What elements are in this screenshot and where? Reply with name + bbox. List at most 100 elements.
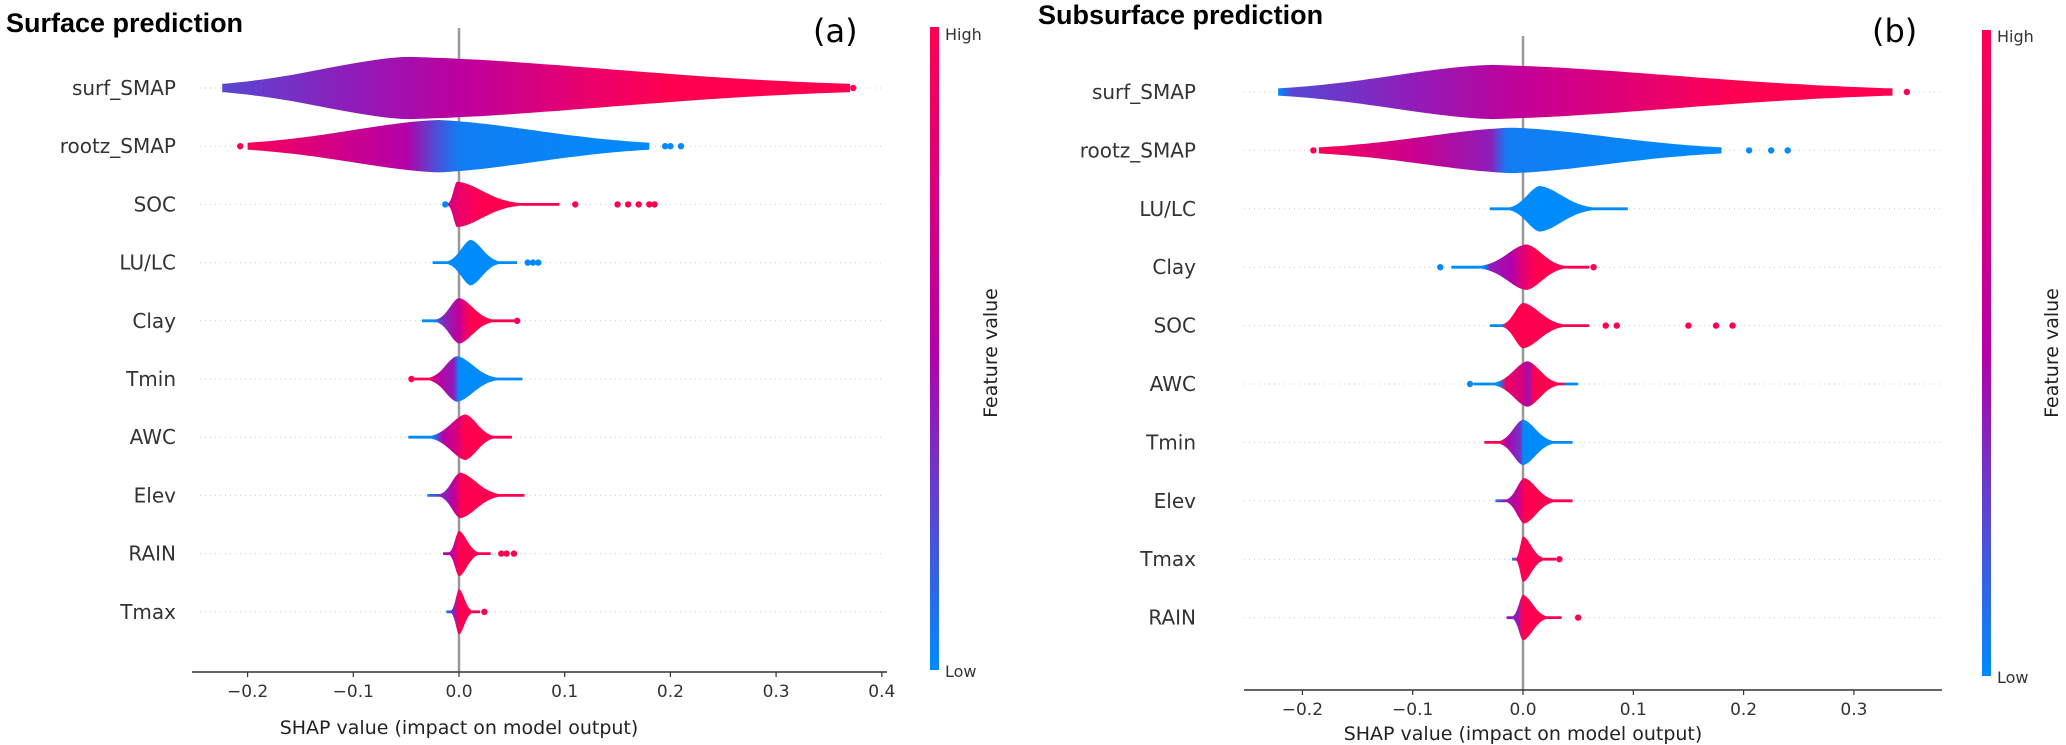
outlier-point: [850, 84, 857, 92]
violin-shape: [222, 56, 851, 120]
violin-shape: [446, 589, 481, 635]
feature-label: RAIN: [128, 542, 176, 566]
violin-shape: [443, 530, 491, 577]
plot-area: surf_SMAP rootz_SMAP LU/LC Clay SOC AWC Tmin El…: [1080, 36, 1942, 720]
violin-shape: [411, 356, 523, 402]
feature-label: Elev: [1154, 489, 1196, 513]
violin-shape: [1318, 127, 1722, 174]
feature-label: Clay: [1152, 255, 1196, 279]
feature-label: Elev: [134, 483, 176, 507]
feature-row: LU/LC: [1139, 186, 1628, 232]
panel-title: Surface prediction: [6, 8, 243, 38]
feature-row: surf_SMAP: [72, 56, 857, 120]
outlier-point: [535, 259, 542, 266]
violin-shape: [1473, 361, 1579, 407]
violin-shape: [408, 414, 512, 460]
x-axis-label: SHAP value (impact on model output): [280, 717, 639, 739]
outlier-point: [237, 143, 244, 150]
outlier-point: [1613, 322, 1620, 329]
outlier-point: [661, 143, 669, 150]
outlier-point: [667, 143, 674, 150]
feature-row: rootz_SMAP: [1080, 127, 1791, 174]
panel-surface-prediction: Surface prediction (a) surf_SMAP rootz_SM…: [6, 8, 1002, 739]
violin-shape: [247, 120, 650, 173]
outlier-point: [529, 259, 537, 266]
x-tick-label: 0.0: [1509, 700, 1536, 720]
x-axis: −0.2 −0.1 0.0 0.1 0.2 0.3 0.4: [192, 671, 895, 702]
feature-label: rootz_SMAP: [60, 134, 176, 158]
feature-row: Elev: [1154, 478, 1573, 524]
outlier-point: [442, 201, 449, 208]
outlier-point: [651, 201, 658, 208]
x-tick-label: 0.1: [1620, 700, 1647, 720]
feature-label: RAIN: [1148, 606, 1196, 630]
feature-label: surf_SMAP: [72, 76, 176, 100]
feature-row: Clay: [1152, 244, 1597, 290]
feature-row: LU/LC: [119, 239, 542, 286]
outlier-point: [1602, 322, 1609, 329]
violin-shape: [1489, 302, 1590, 349]
panel-subsurface-prediction: Subsurface prediction (b) surf_SMAProotz…: [1038, 0, 2063, 745]
feature-row: rootz_SMAP: [60, 120, 685, 173]
feature-row: RAIN: [128, 530, 518, 577]
outlier-point: [1903, 88, 1911, 96]
outlier-point: [481, 608, 488, 615]
x-tick-label: −0.2: [227, 682, 268, 702]
feature-row: AWC: [130, 414, 512, 460]
outlier-point: [1466, 380, 1474, 388]
x-tick-label: −0.1: [1392, 700, 1433, 720]
violin-shape: [1489, 186, 1628, 232]
feature-label: Tmax: [119, 600, 176, 624]
feature-label: Clay: [132, 309, 176, 333]
x-tick-label: −0.2: [1282, 700, 1323, 720]
x-tick-label: 0.1: [551, 682, 578, 702]
outlier-point: [1556, 556, 1563, 563]
feature-row: surf_SMAP: [1092, 64, 1911, 120]
outlier-point: [1729, 322, 1736, 329]
row-guides: [1244, 91, 1940, 619]
feature-row: AWC: [1150, 361, 1579, 407]
outlier-point: [614, 201, 621, 208]
panel-tag: (b): [1872, 12, 1917, 50]
feature-label: Tmin: [125, 367, 176, 391]
outlier-point: [513, 317, 521, 324]
colorbar-high-label: High: [1997, 27, 2034, 46]
feature-row: SOC: [134, 181, 658, 228]
x-tick-label: 0.0: [445, 682, 472, 702]
outlier-point: [1712, 322, 1720, 329]
outlier-point: [1310, 147, 1317, 154]
outlier-point: [646, 201, 653, 208]
outlier-point: [1574, 614, 1582, 621]
feature-row: SOC: [1154, 302, 1736, 349]
outlier-point: [624, 201, 632, 208]
colorbar-low-label: Low: [1997, 668, 2029, 687]
feature-label: surf_SMAP: [1092, 80, 1196, 104]
feature-row: RAIN: [1148, 594, 1582, 641]
outlier-point: [1784, 147, 1791, 154]
x-tick-label: 0.3: [1840, 700, 1867, 720]
feature-label: LU/LC: [1139, 197, 1196, 221]
plot-area: surf_SMAP rootz_SMAP SOC LU/LC Clay Tmin AWC El…: [60, 28, 895, 702]
feature-label: LU/LC: [119, 251, 176, 275]
violin-shape: [1512, 536, 1557, 582]
outlier-point: [677, 143, 685, 150]
outlier-point: [572, 201, 579, 208]
outlier-point: [1745, 147, 1753, 154]
feature-row: Tmin: [125, 356, 523, 402]
row-guides: [200, 87, 885, 613]
violin-shape: [1451, 244, 1590, 290]
outlier-point: [1590, 264, 1597, 271]
x-tick-label: 0.2: [657, 682, 684, 702]
outlier-point: [1767, 147, 1775, 154]
feature-label: rootz_SMAP: [1080, 138, 1196, 162]
violin-shape: [1495, 478, 1573, 524]
x-tick-label: 0.2: [1730, 700, 1757, 720]
violin-shape: [427, 472, 525, 519]
colorbar-low-label: Low: [945, 662, 977, 681]
violin-shape: [432, 239, 518, 286]
colorbar-gradient: [1982, 30, 1991, 676]
violin-shape: [443, 181, 560, 228]
panel-title: Subsurface prediction: [1038, 0, 1323, 30]
outlier-point: [408, 375, 415, 383]
